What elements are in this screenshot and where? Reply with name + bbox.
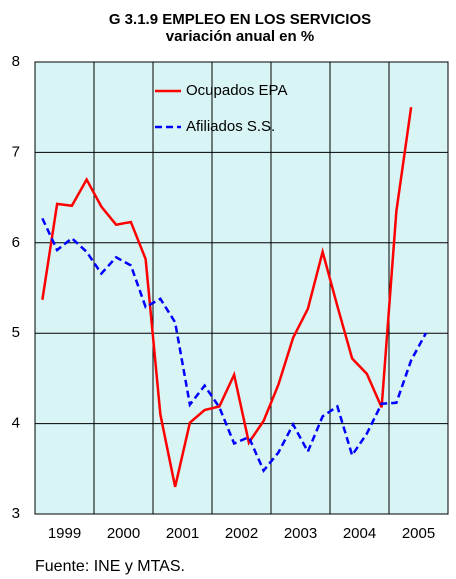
y-tick-label: 5 xyxy=(12,324,20,341)
x-tick-label: 2001 xyxy=(166,525,199,542)
y-tick-label: 8 xyxy=(12,53,20,70)
legend-label: Afiliados S.S. xyxy=(186,118,275,135)
x-tick-label: 2000 xyxy=(107,525,140,542)
series-line xyxy=(41,217,427,473)
series-line xyxy=(41,107,413,488)
x-tick-label: 2002 xyxy=(225,525,258,542)
x-tick-label: 2003 xyxy=(284,525,317,542)
x-tick-label: 2005 xyxy=(402,525,435,542)
x-tick-label: 1999 xyxy=(48,525,81,542)
y-tick-label: 7 xyxy=(12,143,20,160)
source-note: Fuente: INE y MTAS. xyxy=(35,558,185,575)
y-tick-label: 3 xyxy=(12,505,20,522)
y-tick-label: 6 xyxy=(12,234,20,251)
plot-area xyxy=(34,61,449,515)
chart-title: G 3.1.9 EMPLEO EN LOS SERVICIOS xyxy=(109,11,371,28)
legend-label: Ocupados EPA xyxy=(186,82,287,99)
chart-subtitle: variación anual en % xyxy=(166,28,314,45)
x-tick-label: 2004 xyxy=(343,525,376,542)
y-tick-label: 4 xyxy=(12,415,20,432)
